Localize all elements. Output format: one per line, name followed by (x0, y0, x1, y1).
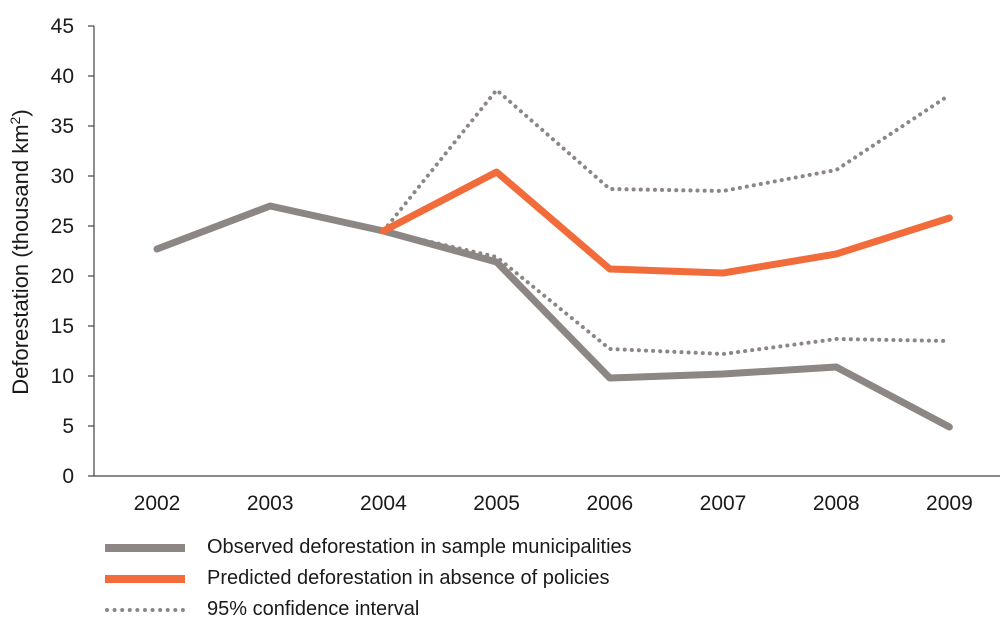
x-tick-label: 2009 (926, 492, 973, 515)
legend-label-observed: Observed deforestation in sample municip… (207, 536, 632, 558)
x-tick-label: 2008 (813, 492, 860, 515)
x-tick-label: 2005 (473, 492, 520, 515)
y-axis-title-superscript: 2 (7, 116, 23, 124)
x-tick-label: 2004 (360, 492, 407, 515)
chart-axes (93, 26, 1000, 477)
y-tick-label: 45 (51, 15, 74, 38)
y-tick-label: 40 (51, 65, 74, 88)
series-line-ci-lower (381, 229, 952, 356)
legend-item-confidence-interval: 95% confidence interval (105, 594, 632, 625)
series-line-observed (153, 202, 953, 431)
x-tick-label: 2003 (247, 492, 294, 515)
y-tick-label: 5 (62, 415, 74, 438)
y-tick-label: 10 (51, 365, 74, 388)
series-line-predicted (379, 168, 953, 277)
legend-swatch-observed (105, 543, 185, 552)
x-axis-ticks: 2002 2003 2004 2005 2006 2007 2008 2009 (134, 492, 973, 515)
x-tick-label: 2002 (134, 492, 181, 515)
legend-label-confidence-interval: 95% confidence interval (207, 598, 420, 620)
y-axis-title: Deforestation (thousand km2) (7, 109, 33, 394)
y-tick-label: 30 (51, 165, 74, 188)
y-tick-label: 20 (51, 265, 74, 288)
legend-item-observed: Observed deforestation in sample municip… (105, 532, 632, 563)
x-tick-label: 2007 (700, 492, 747, 515)
y-tick-label: 35 (51, 115, 74, 138)
legend-swatch-confidence-interval (105, 607, 185, 612)
y-tick-label: 0 (62, 465, 74, 488)
chart-legend: Observed deforestation in sample municip… (105, 532, 632, 625)
legend-item-predicted: Predicted deforestation in absence of po… (105, 563, 632, 594)
x-tick-label: 2006 (586, 492, 633, 515)
y-axis-ticks: 0 5 10 15 20 25 30 35 40 45 (51, 15, 94, 488)
y-tick-label: 15 (51, 315, 74, 338)
y-axis-title-text: Deforestation (thousand km (8, 124, 33, 394)
y-axis-title-suffix: ) (8, 109, 33, 116)
series-line-ci-upper (381, 88, 952, 233)
legend-swatch-predicted (105, 574, 185, 583)
chart-series (153, 88, 953, 431)
legend-label-predicted: Predicted deforestation in absence of po… (207, 567, 610, 589)
y-tick-label: 25 (51, 215, 74, 238)
